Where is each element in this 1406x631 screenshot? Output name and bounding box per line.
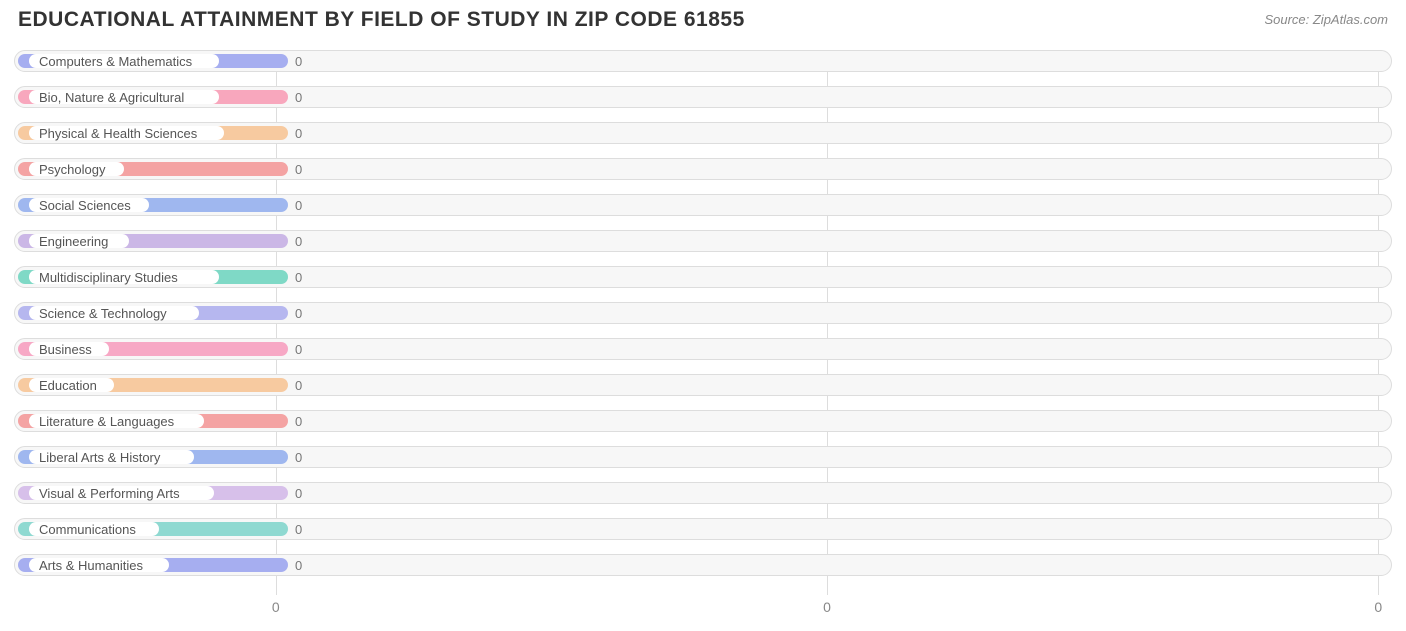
bar-label: Literature & Languages — [29, 414, 204, 428]
bar-track: Engineering 0 — [14, 230, 1392, 252]
x-tick-label: 0 — [272, 599, 280, 615]
bar-label: Liberal Arts & History — [29, 450, 194, 464]
bar-label: Multidisciplinary Studies — [29, 270, 219, 284]
bar-value: 0 — [295, 195, 302, 215]
bar-track: Social Sciences 0 — [14, 194, 1392, 216]
bar-value: 0 — [295, 519, 302, 539]
bar-value: 0 — [295, 447, 302, 467]
x-tick-label: 0 — [1374, 599, 1382, 615]
bar-track: Arts & Humanities 0 — [14, 554, 1392, 576]
bar-label: Business — [29, 342, 109, 356]
bar-track: Physical & Health Sciences 0 — [14, 122, 1392, 144]
bar-label: Physical & Health Sciences — [29, 126, 224, 140]
bar-label: Arts & Humanities — [29, 558, 169, 572]
x-axis: 0 0 0 — [14, 599, 1392, 619]
bar-track: Communications 0 — [14, 518, 1392, 540]
bar-label: Computers & Mathematics — [29, 54, 219, 68]
bar-value: 0 — [295, 267, 302, 287]
bar-track: Bio, Nature & Agricultural 0 — [14, 86, 1392, 108]
chart-header: EDUCATIONAL ATTAINMENT BY FIELD OF STUDY… — [0, 0, 1406, 32]
bar-track: Business 0 — [14, 338, 1392, 360]
x-tick-label: 0 — [823, 599, 831, 615]
bar-value: 0 — [295, 123, 302, 143]
bar-value: 0 — [295, 339, 302, 359]
bar-track: Multidisciplinary Studies 0 — [14, 266, 1392, 288]
bar-value: 0 — [295, 303, 302, 323]
bar-label: Psychology — [29, 162, 124, 176]
bar-label: Education — [29, 378, 114, 392]
bar-track: Visual & Performing Arts 0 — [14, 482, 1392, 504]
bar-value: 0 — [295, 159, 302, 179]
bar-value: 0 — [295, 375, 302, 395]
bar-label: Social Sciences — [29, 198, 149, 212]
bar-value: 0 — [295, 483, 302, 503]
bar-track: Computers & Mathematics 0 — [14, 50, 1392, 72]
bar-value: 0 — [295, 87, 302, 107]
bar-label: Communications — [29, 522, 159, 536]
chart-plot-area: Computers & Mathematics0Bio, Nature & Ag… — [14, 50, 1392, 595]
bar-value: 0 — [295, 231, 302, 251]
bar-label: Science & Technology — [29, 306, 199, 320]
bar-track: Liberal Arts & History 0 — [14, 446, 1392, 468]
bar-track: Science & Technology 0 — [14, 302, 1392, 324]
chart-title: EDUCATIONAL ATTAINMENT BY FIELD OF STUDY… — [18, 8, 745, 32]
chart-source: Source: ZipAtlas.com — [1264, 8, 1388, 27]
bar-value: 0 — [295, 51, 302, 71]
bar-track: Psychology 0 — [14, 158, 1392, 180]
bar-label: Bio, Nature & Agricultural — [29, 90, 219, 104]
bar-track: Education 0 — [14, 374, 1392, 396]
bar-value: 0 — [295, 555, 302, 575]
bar-label: Engineering — [29, 234, 129, 248]
bar-label: Visual & Performing Arts — [29, 486, 214, 500]
bar-value: 0 — [295, 411, 302, 431]
bar-track: Literature & Languages 0 — [14, 410, 1392, 432]
